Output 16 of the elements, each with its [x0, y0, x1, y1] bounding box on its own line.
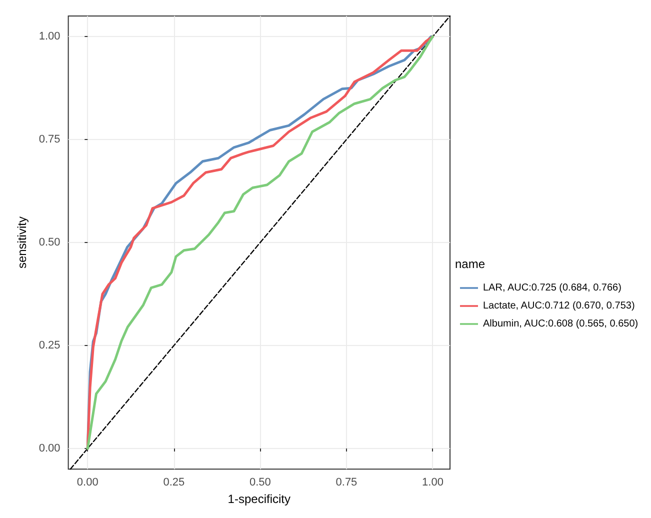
y-tick-label: 0.75: [38, 134, 60, 146]
legend-title: name: [455, 257, 486, 271]
y-tick-label: 0.00: [38, 442, 60, 455]
y-tick-label: 0.50: [38, 236, 60, 249]
y-tick-label: 1.00: [38, 30, 60, 43]
legend-label: Albumin, AUC:0.608 (0.565, 0.650): [483, 318, 638, 330]
x-axis-title: 1-specificity: [228, 492, 290, 506]
x-tick-label: 1.00: [422, 476, 444, 489]
y-tick-label: 0.25: [38, 340, 60, 352]
legend-label: Lactate, AUC:0.712 (0.670, 0.753): [483, 300, 635, 312]
x-tick-label: 0.50: [249, 476, 271, 489]
x-tick-label: 0.00: [76, 476, 98, 489]
x-tick-label: 0.75: [336, 476, 358, 489]
y-axis-title: sensitivity: [15, 216, 29, 269]
x-tick-label: 0.25: [163, 476, 185, 489]
legend-label: LAR, AUC:0.725 (0.684, 0.766): [483, 282, 622, 294]
